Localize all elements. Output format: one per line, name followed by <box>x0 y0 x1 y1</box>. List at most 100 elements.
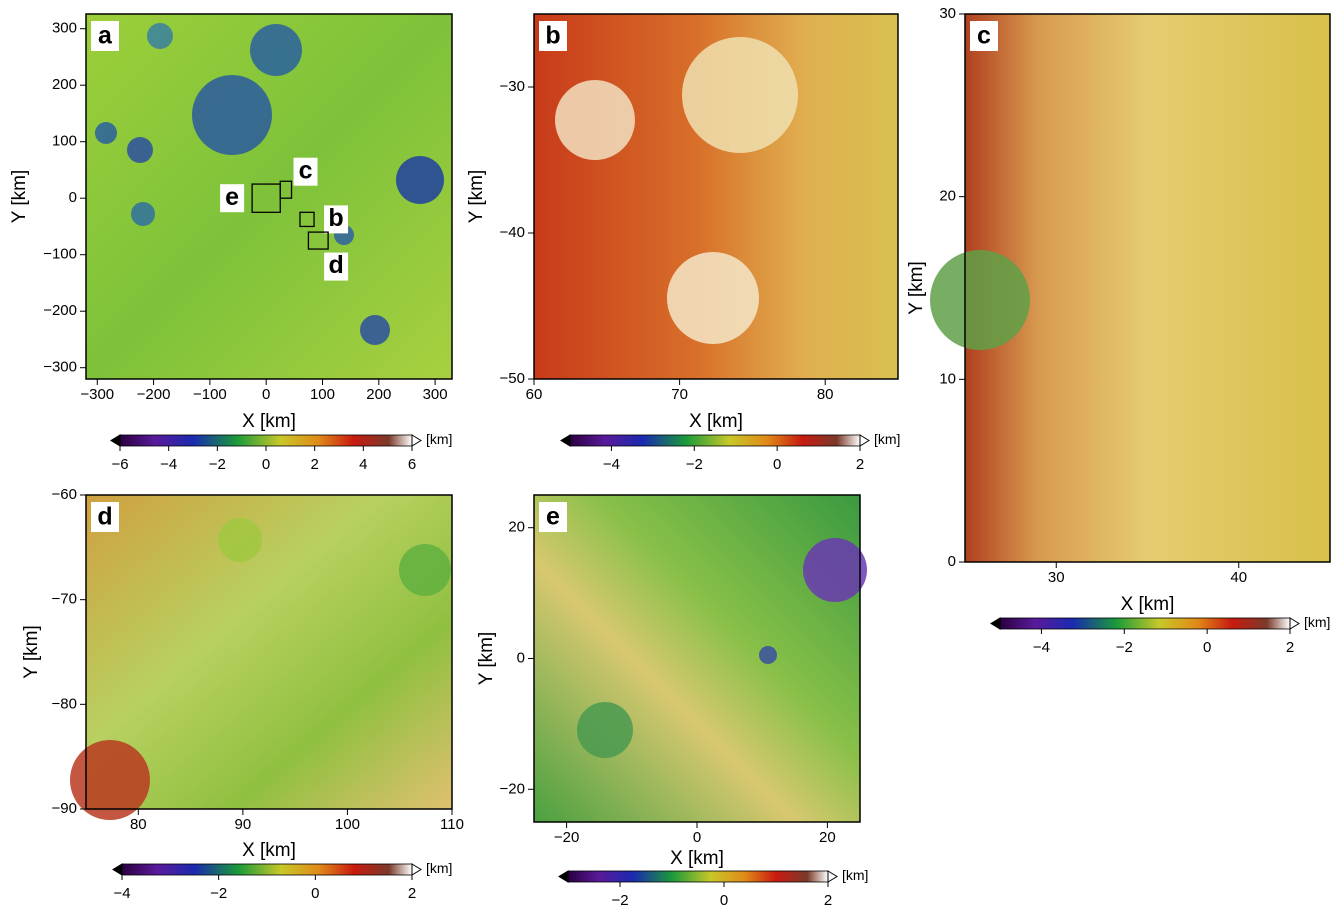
colorbar-unit: [km] <box>426 860 452 876</box>
y-tick-label: −60 <box>52 486 77 503</box>
page: {"panels": [ {"label": "a", "xlabel": "X… <box>0 0 1343 907</box>
colorbar-tick-label: 0 <box>773 456 781 473</box>
colorbar-arrow <box>113 864 122 875</box>
y-tick-label: 200 <box>52 76 77 93</box>
x-axis-label: X [km] <box>242 840 296 861</box>
colorbar-tick-label: 2 <box>408 885 416 902</box>
panel-letter: d <box>97 503 112 531</box>
crater <box>360 315 390 345</box>
x-axis-label: X [km] <box>689 411 743 432</box>
crater <box>759 646 777 664</box>
colorbar-tick-label: −2 <box>209 456 226 473</box>
x-tick-label: 80 <box>817 386 834 403</box>
x-axis-label: X [km] <box>670 848 724 869</box>
crater <box>667 252 759 344</box>
figure: −300−200−1000100200300−300−200−100010020… <box>0 0 1343 907</box>
x-tick-label: −20 <box>554 829 579 846</box>
x-tick-label: 90 <box>235 816 252 833</box>
panel-letter: a <box>98 22 113 50</box>
colorbar <box>120 435 412 446</box>
colorbar-tick-label: −4 <box>603 456 620 473</box>
x-tick-label: 100 <box>335 816 360 833</box>
x-tick-label: −200 <box>137 386 171 403</box>
colorbar-tick-label: −2 <box>1116 639 1133 656</box>
colorbar-arrow <box>559 871 568 882</box>
colorbar-tick-label: −2 <box>611 892 628 907</box>
inset-letter: c <box>299 156 313 184</box>
crater <box>555 80 635 160</box>
y-tick-label: −80 <box>52 695 77 712</box>
crater <box>147 23 173 49</box>
y-tick-label: 30 <box>939 5 956 22</box>
colorbar-tick-label: −4 <box>113 885 130 902</box>
x-tick-label: 0 <box>693 829 701 846</box>
colorbar-tick-label: −2 <box>210 885 227 902</box>
crater <box>577 702 633 758</box>
colorbar-tick-label: 2 <box>310 456 318 473</box>
colorbar-tick-label: 2 <box>1286 639 1294 656</box>
colorbar <box>568 871 828 882</box>
crater <box>218 518 262 562</box>
y-tick-label: −70 <box>52 591 77 608</box>
colorbar-tick-label: −4 <box>1033 639 1050 656</box>
y-tick-label: −20 <box>500 780 525 797</box>
x-tick-label: 70 <box>671 386 688 403</box>
y-tick-label: 10 <box>939 370 956 387</box>
colorbar-arrow <box>412 435 421 446</box>
inset-letter: d <box>328 251 343 279</box>
colorbar-tick-label: −2 <box>686 456 703 473</box>
y-axis-label: Y [km] <box>466 170 487 224</box>
inset-letter: e <box>225 183 239 211</box>
map-image <box>534 495 860 822</box>
y-tick-label: 20 <box>508 519 525 536</box>
colorbar-tick-label: 0 <box>720 892 728 907</box>
y-axis-label: Y [km] <box>476 632 497 686</box>
x-axis-label: X [km] <box>242 411 296 432</box>
colorbar-arrow <box>991 618 1000 629</box>
x-tick-label: 30 <box>1048 569 1065 586</box>
x-tick-label: 100 <box>310 386 335 403</box>
x-tick-label: 200 <box>366 386 391 403</box>
crater <box>399 544 451 596</box>
crater <box>803 538 867 602</box>
y-tick-label: −40 <box>500 224 525 241</box>
y-axis-label: Y [km] <box>21 625 42 679</box>
colorbar-arrow <box>412 864 421 875</box>
colorbar-arrow <box>111 435 120 446</box>
colorbar-tick-label: −4 <box>160 456 177 473</box>
x-tick-label: 40 <box>1230 569 1247 586</box>
y-tick-label: 20 <box>939 188 956 205</box>
colorbar-unit: [km] <box>426 431 452 447</box>
colorbar-arrow <box>1290 618 1299 629</box>
crater <box>250 24 302 76</box>
x-tick-label: −300 <box>80 386 114 403</box>
colorbar-unit: [km] <box>842 867 868 883</box>
colorbar-tick-label: 0 <box>262 456 270 473</box>
x-tick-label: 80 <box>130 816 147 833</box>
colorbar <box>122 864 412 875</box>
y-tick-label: 300 <box>52 20 77 37</box>
colorbar-tick-label: −6 <box>111 456 128 473</box>
y-axis-label: Y [km] <box>906 261 927 315</box>
crater <box>396 156 444 204</box>
crater <box>930 250 1030 350</box>
y-tick-label: −90 <box>52 800 77 817</box>
y-axis-label: Y [km] <box>9 170 30 224</box>
x-axis-label: X [km] <box>1121 594 1175 615</box>
inset-letter: b <box>328 204 343 232</box>
x-tick-label: 20 <box>819 829 836 846</box>
y-tick-label: 0 <box>517 649 525 666</box>
colorbar-tick-label: 2 <box>856 456 864 473</box>
y-tick-label: −30 <box>500 78 525 95</box>
colorbar <box>1000 618 1290 629</box>
x-tick-label: 60 <box>526 386 543 403</box>
crater <box>131 202 155 226</box>
y-tick-label: 0 <box>69 189 77 206</box>
x-tick-label: 300 <box>423 386 448 403</box>
y-tick-label: −100 <box>43 246 77 263</box>
colorbar-tick-label: 4 <box>359 456 367 473</box>
colorbar-arrow <box>828 871 837 882</box>
x-tick-label: −100 <box>193 386 227 403</box>
colorbar <box>570 435 860 446</box>
y-tick-label: −200 <box>43 302 77 319</box>
